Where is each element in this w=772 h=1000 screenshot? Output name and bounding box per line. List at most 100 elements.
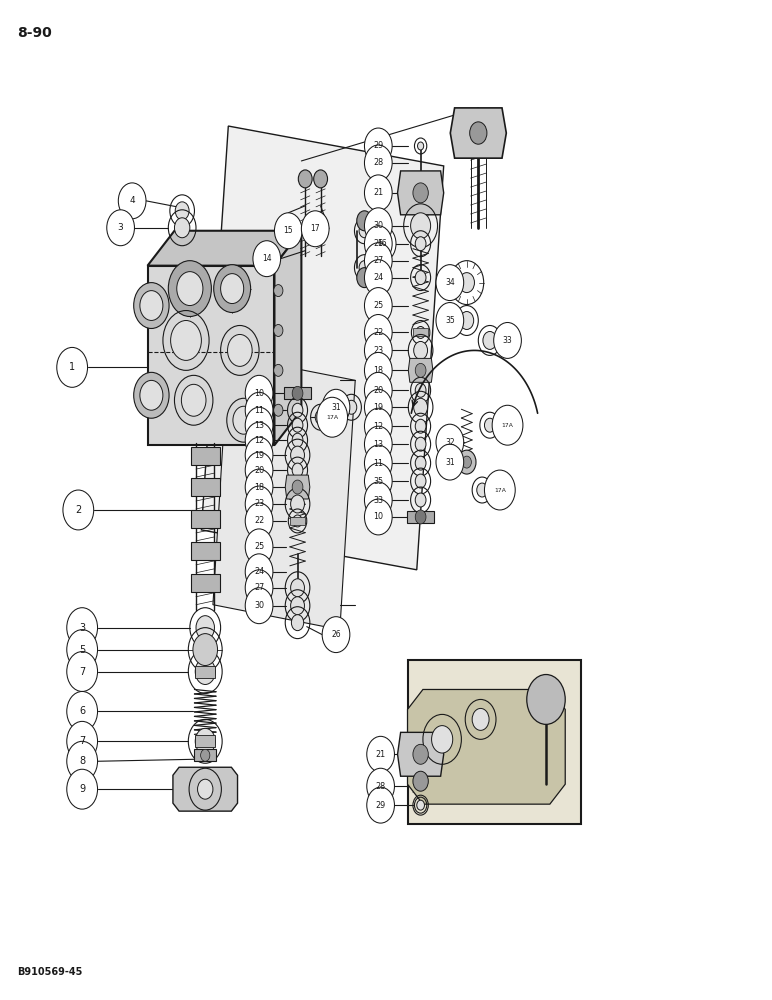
Text: 15: 15 (283, 226, 293, 235)
Circle shape (196, 638, 215, 662)
Circle shape (364, 499, 392, 535)
Circle shape (181, 384, 206, 416)
Text: 21: 21 (375, 750, 386, 759)
Circle shape (175, 202, 189, 220)
Text: 20: 20 (373, 386, 384, 395)
Circle shape (411, 213, 431, 239)
Circle shape (364, 352, 392, 388)
Text: 9: 9 (79, 784, 85, 794)
Circle shape (292, 418, 303, 432)
Circle shape (359, 224, 370, 238)
Circle shape (364, 288, 392, 323)
Circle shape (367, 736, 394, 772)
Circle shape (413, 183, 428, 203)
Circle shape (292, 403, 303, 417)
Circle shape (214, 265, 251, 313)
Circle shape (174, 218, 190, 238)
Circle shape (245, 375, 273, 411)
Circle shape (171, 320, 201, 360)
Circle shape (364, 145, 392, 181)
Text: 13: 13 (374, 440, 384, 449)
Circle shape (415, 437, 426, 451)
Circle shape (66, 721, 97, 761)
Circle shape (364, 389, 392, 425)
Text: 24: 24 (254, 567, 264, 576)
Circle shape (364, 175, 392, 211)
Circle shape (436, 424, 464, 460)
Circle shape (292, 433, 303, 447)
Circle shape (415, 456, 426, 470)
Circle shape (66, 691, 97, 731)
Circle shape (274, 404, 283, 416)
Circle shape (66, 608, 97, 648)
Circle shape (292, 480, 303, 494)
Bar (407, 511, 435, 523)
Circle shape (364, 408, 392, 444)
Circle shape (118, 183, 146, 219)
Text: 7: 7 (79, 667, 85, 677)
Circle shape (57, 347, 87, 387)
Circle shape (458, 450, 476, 474)
Circle shape (364, 482, 392, 518)
Circle shape (196, 616, 215, 640)
Text: 11: 11 (254, 406, 264, 415)
Circle shape (364, 226, 392, 262)
Circle shape (290, 495, 304, 513)
Circle shape (414, 398, 428, 416)
Circle shape (415, 510, 426, 524)
Circle shape (245, 452, 273, 488)
Text: 26: 26 (373, 239, 384, 248)
Circle shape (414, 341, 428, 359)
Text: 32: 32 (445, 438, 455, 447)
Text: 25: 25 (254, 542, 264, 551)
Text: 29: 29 (375, 801, 386, 810)
Bar (191, 574, 220, 592)
Circle shape (228, 334, 252, 366)
Text: B910569-45: B910569-45 (17, 967, 82, 977)
Circle shape (66, 741, 97, 781)
Text: 16: 16 (378, 239, 387, 248)
Circle shape (66, 630, 97, 670)
Polygon shape (408, 689, 565, 804)
Circle shape (201, 749, 210, 761)
Bar (191, 447, 220, 465)
Polygon shape (285, 475, 310, 499)
Circle shape (245, 588, 273, 624)
Circle shape (290, 579, 304, 597)
Polygon shape (147, 266, 275, 445)
Text: 1: 1 (69, 362, 75, 372)
Circle shape (493, 405, 523, 445)
Circle shape (485, 470, 515, 510)
Text: 28: 28 (375, 782, 386, 791)
Circle shape (413, 771, 428, 791)
Circle shape (364, 445, 392, 481)
Circle shape (415, 474, 426, 488)
Text: 17: 17 (310, 224, 320, 233)
Circle shape (485, 418, 495, 432)
Circle shape (415, 237, 426, 251)
Text: 26: 26 (331, 630, 340, 639)
Text: 31: 31 (445, 458, 455, 467)
Circle shape (245, 469, 273, 505)
Text: 17A: 17A (494, 488, 506, 493)
Circle shape (298, 170, 312, 188)
Text: 29: 29 (373, 141, 384, 150)
Text: 7: 7 (79, 736, 85, 746)
Circle shape (293, 515, 302, 527)
Text: 33: 33 (374, 496, 384, 505)
Circle shape (245, 392, 273, 428)
Circle shape (364, 260, 392, 296)
Bar (195, 666, 215, 678)
Text: 2: 2 (75, 505, 81, 515)
Text: 27: 27 (254, 583, 264, 592)
Circle shape (134, 372, 169, 418)
Circle shape (418, 801, 424, 809)
Text: 5: 5 (79, 645, 85, 655)
Circle shape (317, 397, 347, 437)
Text: 10: 10 (374, 512, 384, 521)
Circle shape (274, 324, 283, 336)
Circle shape (415, 271, 426, 285)
Circle shape (364, 315, 392, 350)
Polygon shape (398, 732, 444, 776)
Text: 33: 33 (503, 336, 513, 345)
